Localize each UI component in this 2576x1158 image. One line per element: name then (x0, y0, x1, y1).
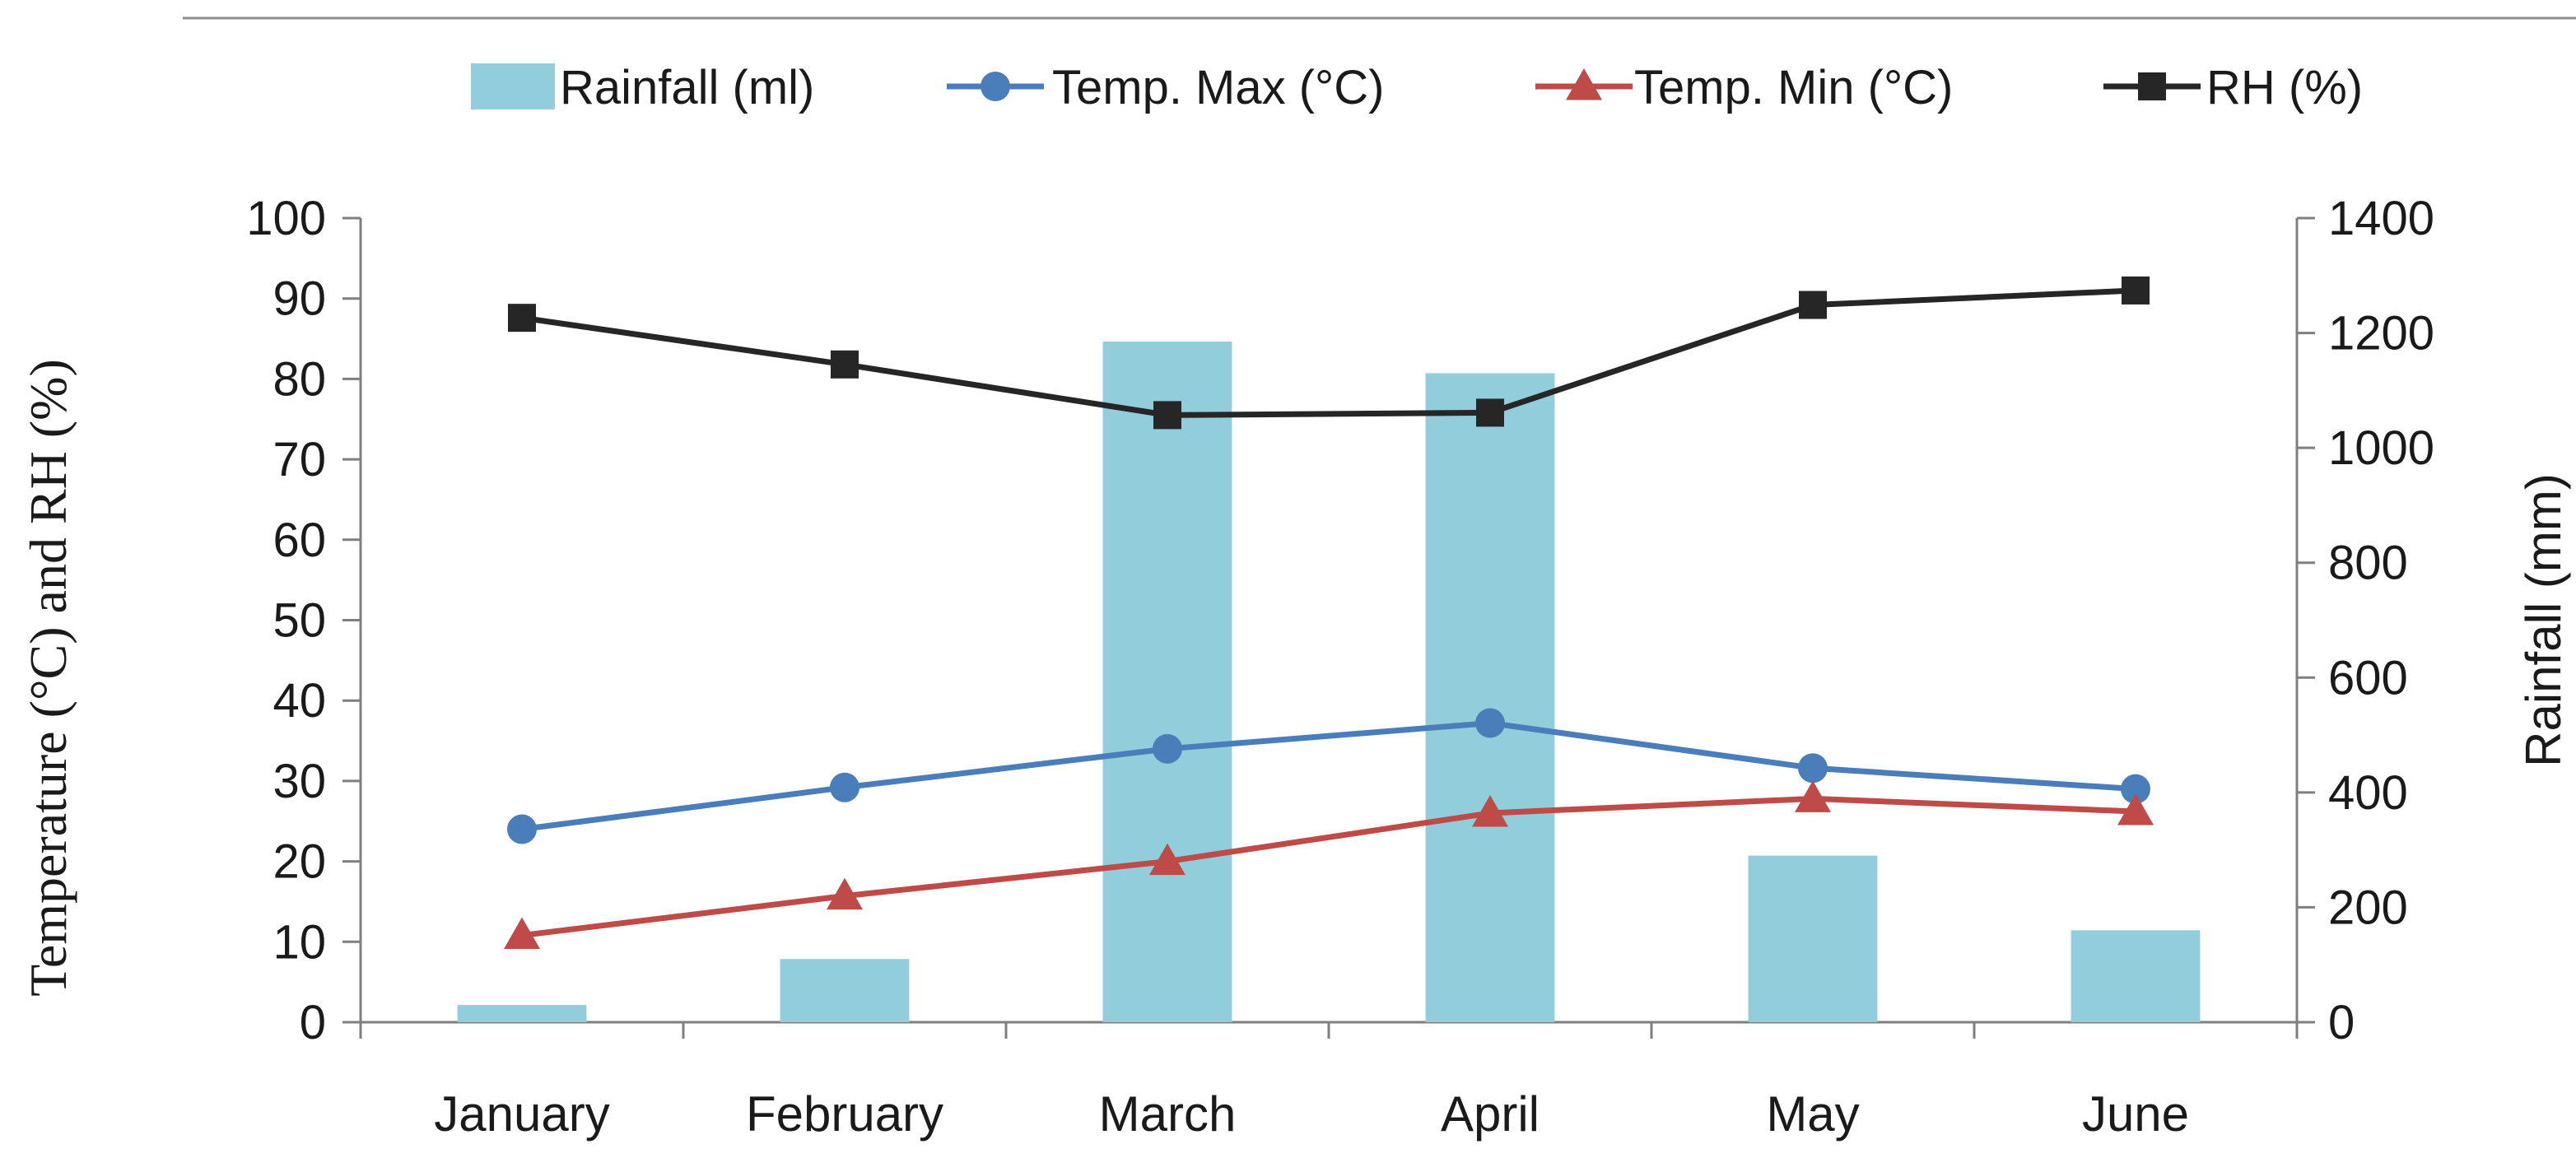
data-point (508, 304, 536, 333)
left-tick-label: 0 (300, 996, 326, 1049)
legend: Rainfall (ml) Temp. Max (°C) Temp. Min (°C… (471, 61, 2363, 114)
x-tick-label: March (1099, 1086, 1237, 1142)
left-tick-label: 80 (273, 352, 326, 406)
rainfall-bar (1748, 855, 1878, 1022)
data-point (827, 877, 863, 910)
data-point (1476, 398, 1504, 427)
data-point (1153, 401, 1181, 430)
left-tick-label: 20 (273, 835, 326, 889)
series-line (521, 287, 2136, 418)
rainfall-bars (457, 342, 2201, 1023)
legend-marker (981, 72, 1010, 101)
data-point (1798, 753, 1828, 784)
right-tick-label: 600 (2328, 651, 2408, 705)
data-point (504, 917, 540, 949)
x-tick-label: January (434, 1086, 609, 1142)
left-tick-label: 30 (273, 755, 326, 808)
rainfall-bar (457, 1005, 587, 1022)
x-tick-label: May (1766, 1086, 1859, 1142)
legend-item: Temp. Max (°C) (947, 61, 1384, 114)
data-point (2117, 793, 2154, 825)
series-line (521, 795, 2136, 938)
right-axis-title: Rainfall (mm) (2516, 473, 2571, 767)
data-point (830, 772, 859, 802)
legend-item: Temp. Min (°C) (1535, 61, 1953, 114)
data-point (2122, 276, 2150, 305)
series-temp-min-c (504, 780, 2154, 949)
series-line (521, 720, 2136, 832)
right-tick-label: 1400 (2328, 192, 2434, 245)
legend-marker (2138, 72, 2166, 100)
right-tick-label: 400 (2328, 766, 2408, 820)
line-series (504, 276, 2154, 949)
data-point (1153, 733, 1182, 764)
rainfall-bar (2071, 930, 2201, 1022)
rainfall-bar (1425, 373, 1555, 1023)
legend-label: Temp. Max (°C) (1052, 61, 1384, 114)
data-point (1799, 291, 1827, 319)
data-point (831, 350, 859, 379)
left-tick-label: 10 (273, 915, 326, 969)
axis-labels: 0102030405060708090100020040060080010001… (19, 192, 2571, 1142)
legend-label: RH (%) (2206, 61, 2363, 114)
series-temp-max-c (507, 708, 2150, 844)
right-tick-label: 200 (2328, 881, 2408, 934)
axes (342, 216, 2315, 1039)
rainfall-bar (1102, 342, 1232, 1022)
left-axis-title: Temperature (°C) and RH (%) (19, 359, 77, 997)
legend-marker (1566, 68, 1602, 100)
left-tick-label: 100 (246, 192, 326, 245)
rainfall-bar (780, 959, 910, 1022)
left-tick-label: 40 (273, 674, 326, 728)
left-tick-label: 60 (273, 514, 326, 567)
right-tick-label: 800 (2328, 537, 2408, 590)
legend-item: Rainfall (ml) (471, 61, 814, 114)
x-tick-label: June (2082, 1086, 2189, 1142)
data-point (1475, 708, 1505, 738)
data-point (1472, 794, 1508, 827)
left-tick-label: 50 (273, 594, 326, 648)
legend-label: Temp. Min (°C) (1634, 61, 1953, 114)
series-rh (508, 276, 2150, 430)
right-tick-label: 1200 (2328, 307, 2434, 360)
data-point (507, 814, 537, 844)
legend-label: Rainfall (ml) (560, 61, 814, 114)
data-point (2121, 774, 2150, 804)
right-tick-label: 0 (2328, 996, 2355, 1049)
left-tick-label: 90 (273, 272, 326, 326)
legend-item: RH (%) (2103, 61, 2363, 114)
right-tick-label: 1000 (2328, 421, 2434, 475)
data-point (1149, 843, 1186, 876)
x-tick-label: April (1441, 1086, 1540, 1142)
legend-swatch (471, 63, 555, 109)
data-point (1795, 780, 1831, 812)
left-tick-label: 70 (273, 433, 326, 486)
x-tick-label: February (746, 1086, 943, 1142)
